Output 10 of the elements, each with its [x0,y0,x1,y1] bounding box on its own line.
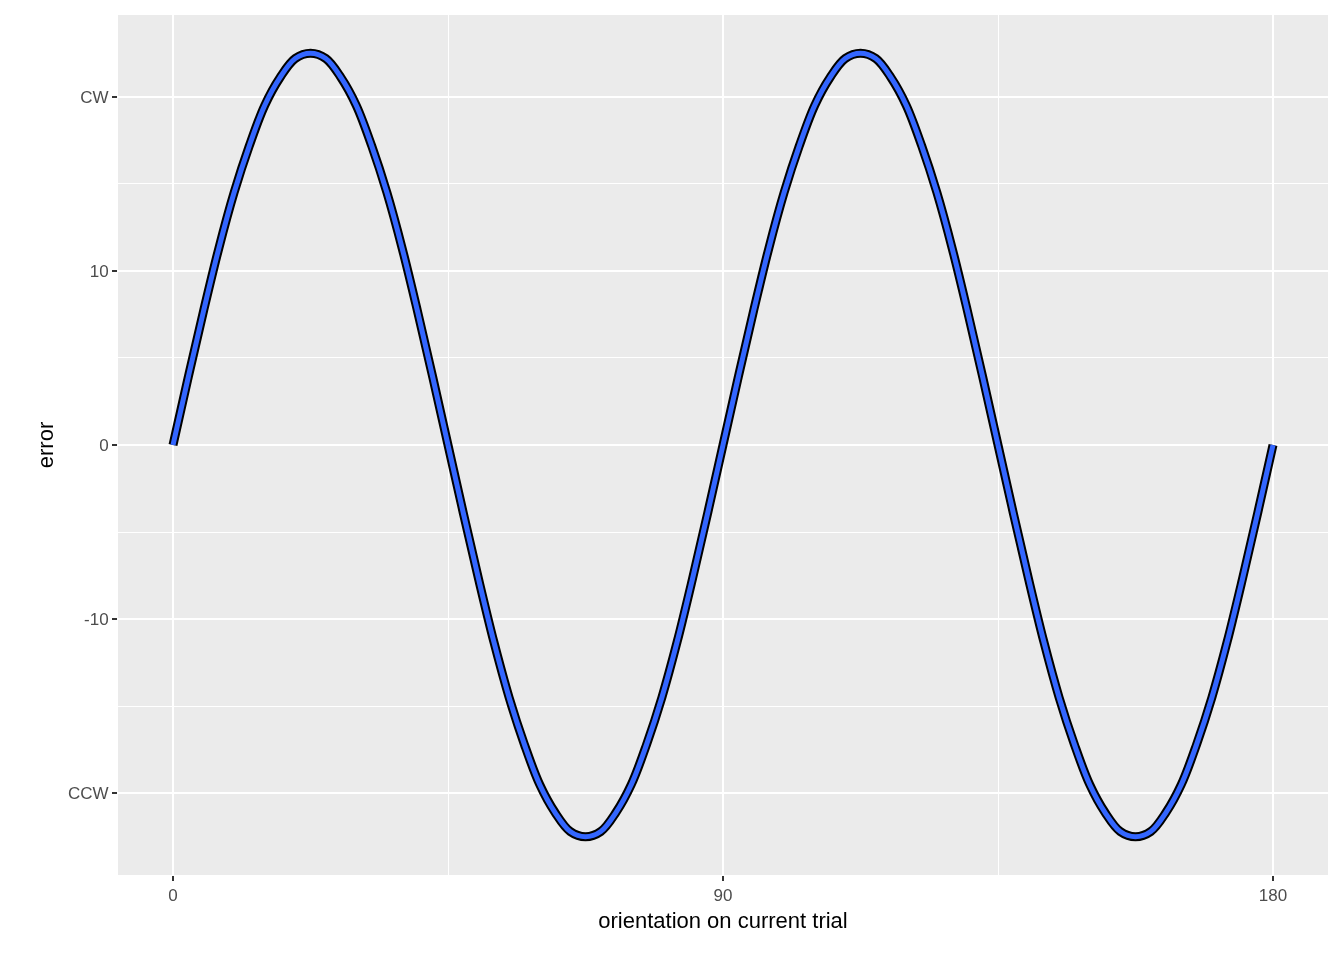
x-tick-label: 180 [1258,886,1288,906]
x-axis-title: orientation on current trial [598,908,848,934]
x-tick-label: 90 [713,886,733,906]
y-axis-title: error [32,421,58,469]
y-tick-label: -10 [84,610,109,630]
y-tick-label: 10 [89,261,109,281]
x-tick-label: 0 [168,886,178,906]
y-tick-label: 0 [99,435,109,455]
y-tick-label: CW [80,87,109,107]
y-tick-label: CCW [67,784,109,804]
